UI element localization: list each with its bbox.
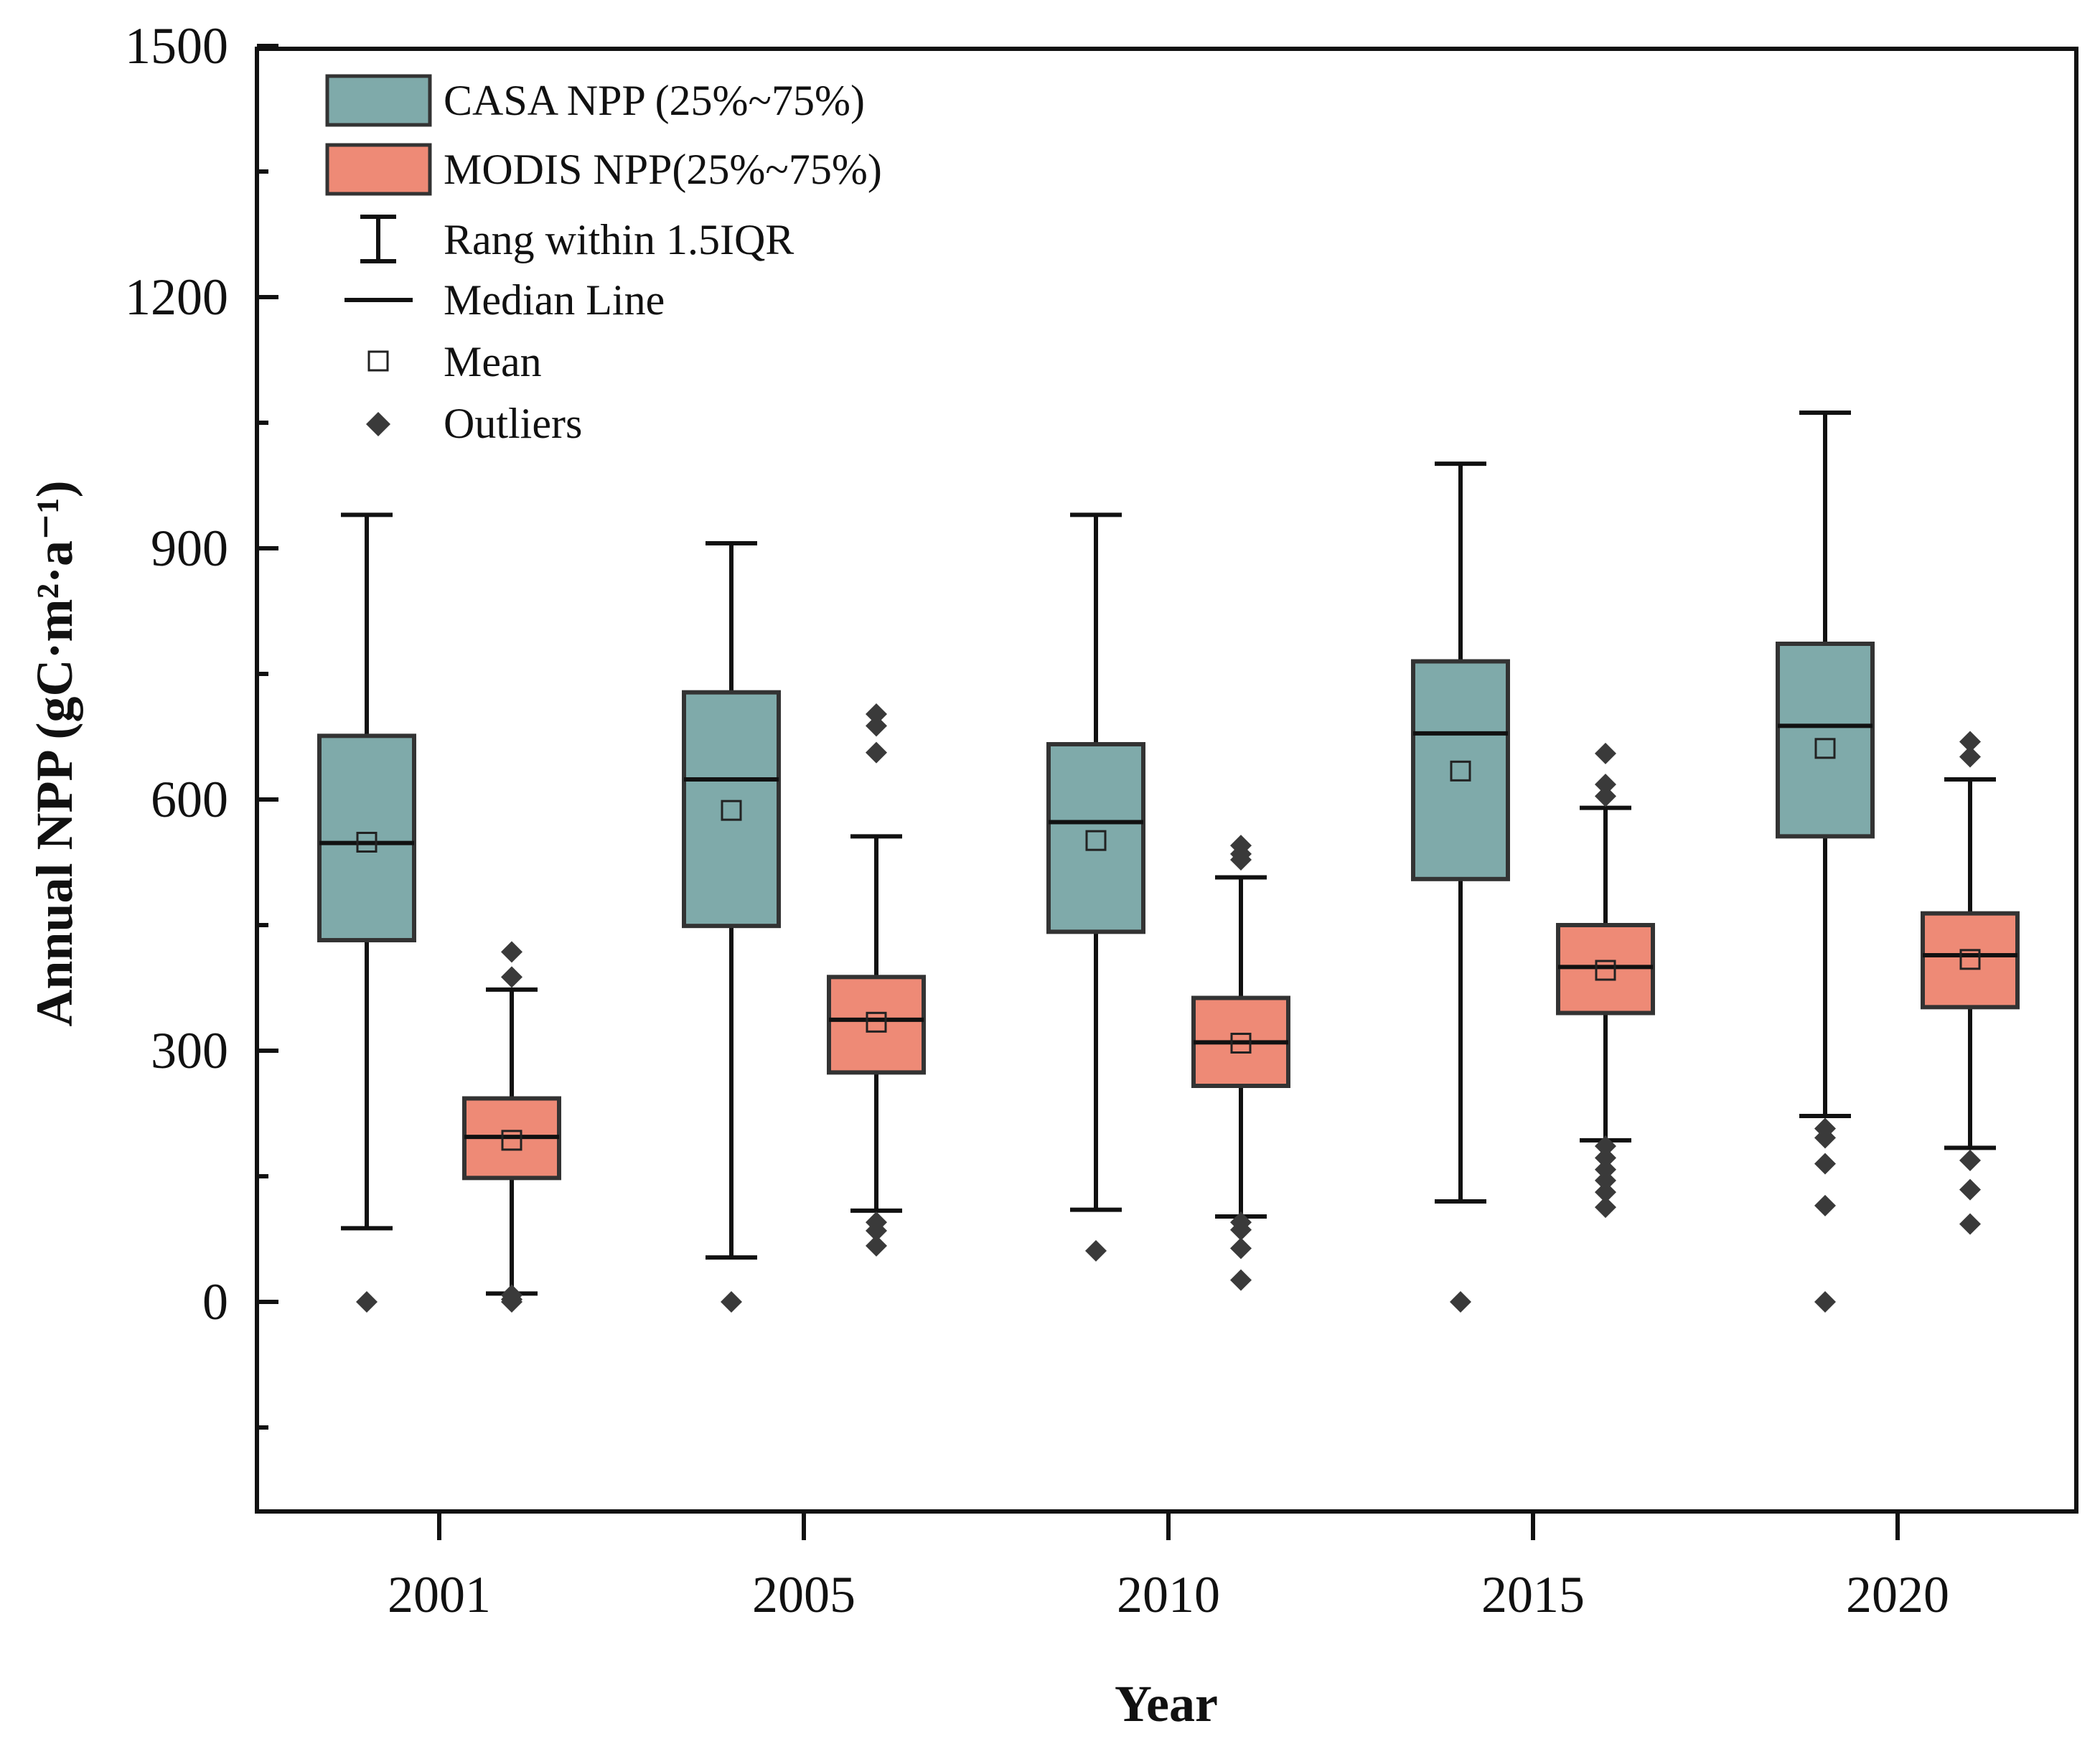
- y-tick-label-300: 300: [151, 1022, 228, 1079]
- y-axis-title-unit: (gC·m²·a⁻¹): [26, 480, 83, 739]
- casa-outlier-2015-0: [1450, 1291, 1471, 1313]
- modis-outlier-2001-0: [501, 941, 522, 963]
- y-axis-title: Annual NPP (gC·m²·a⁻¹): [26, 480, 83, 1026]
- casa-mean-2020: [1814, 738, 1836, 759]
- modis-outlier-2015-4: [1595, 1147, 1616, 1169]
- casa-box-2001: [317, 733, 416, 943]
- y-axis-title-main: Annual NPP: [26, 751, 83, 1027]
- casa-outlier-2020-1: [1814, 1127, 1836, 1149]
- legend-range-symbol: [360, 215, 396, 263]
- modis-mean-2001: [501, 1130, 522, 1151]
- legend-median-label: Median Line: [444, 276, 665, 324]
- modis-outlier-2020-2: [1959, 1149, 1981, 1171]
- modis-outlier-2020-4: [1959, 1213, 1981, 1235]
- modis-outlier-2005-2: [866, 741, 887, 764]
- y-tick-label-1500: 1500: [125, 17, 228, 75]
- modis-outlier-2010-6: [1230, 1269, 1252, 1291]
- modis-outlier-2005-0: [866, 703, 887, 725]
- modis-outlier-2001-1: [501, 966, 522, 988]
- legend-outliers-label: Outliers: [444, 400, 582, 447]
- legend-mean-symbol: [367, 350, 389, 372]
- modis-outlier-2010-4: [1230, 1219, 1252, 1241]
- casa-box-group-2001: [317, 512, 416, 1313]
- modis-outlier-2020-3: [1959, 1178, 1981, 1201]
- modis-outlier-2001-4: [501, 1291, 522, 1313]
- casa-box-group-2020: [1776, 411, 1875, 1313]
- modis-box-group-2005: [827, 703, 926, 1257]
- legend-outlier-symbol: [366, 412, 390, 436]
- legend-modis-swatch: [325, 143, 432, 196]
- modis-box-2020: [1921, 911, 2020, 1010]
- y-tick-label-600: 600: [151, 771, 228, 828]
- casa-mean-2001: [356, 832, 378, 853]
- modis-outlier-2015-5: [1595, 1158, 1616, 1181]
- chart-marks: [317, 411, 2020, 1313]
- modis-outlier-2010-5: [1230, 1237, 1252, 1260]
- y-tick-label-1200: 1200: [125, 268, 228, 326]
- x-tick-label-2015: 2015: [1481, 1566, 1585, 1623]
- modis-outlier-2005-5: [866, 1234, 887, 1257]
- y-tick-label-900: 900: [151, 520, 228, 577]
- modis-box-group-2015: [1556, 742, 1655, 1219]
- modis-outlier-2015-7: [1595, 1181, 1616, 1204]
- legend: CASA NPP (25%~75%) MODIS NPP(25%~75%) Ra…: [325, 74, 882, 447]
- modis-outlier-2020-1: [1959, 746, 1981, 768]
- axes: 0 300 600 900 1200 1500 2001 2005 2010 2015 2020: [125, 17, 1949, 1623]
- legend-range-label: Rang within 1.5IQR: [444, 216, 794, 263]
- modis-box-2005: [827, 975, 926, 1075]
- casa-outlier-2020-4: [1814, 1291, 1836, 1313]
- x-axis-title: Year: [1115, 1675, 1218, 1732]
- x-tick-label-2001: 2001: [388, 1566, 491, 1623]
- casa-mean-2015: [1450, 760, 1471, 782]
- casa-box-2010: [1046, 742, 1145, 934]
- y-tick-label-0: 0: [202, 1273, 228, 1331]
- legend-modis-label: MODIS NPP(25%~75%): [444, 146, 882, 193]
- casa-box-group-2015: [1411, 461, 1510, 1313]
- casa-outlier-2001-0: [356, 1291, 378, 1313]
- modis-mean-2010: [1230, 1033, 1252, 1054]
- modis-mean-2015: [1595, 960, 1616, 981]
- modis-outlier-2010-2: [1230, 849, 1252, 871]
- casa-mean-2010: [1085, 830, 1107, 851]
- x-tick-label-2005: 2005: [752, 1566, 856, 1623]
- casa-outlier-2020-2: [1814, 1153, 1836, 1175]
- casa-outlier-2005-0: [721, 1291, 742, 1313]
- modis-outlier-2015-3: [1595, 1135, 1616, 1157]
- modis-box-group-2001: [462, 941, 561, 1313]
- casa-box-group-2010: [1046, 512, 1145, 1262]
- modis-box-group-2010: [1191, 835, 1290, 1291]
- modis-outlier-2020-0: [1959, 731, 1981, 753]
- x-tick-label-2020: 2020: [1846, 1566, 1949, 1623]
- modis-mean-2005: [866, 1011, 887, 1033]
- legend-mean-label: Mean: [444, 338, 542, 385]
- modis-outlier-2015-8: [1595, 1196, 1616, 1219]
- modis-outlier-2015-6: [1595, 1169, 1616, 1191]
- casa-box-2005: [682, 690, 781, 929]
- modis-outlier-2005-4: [866, 1219, 887, 1242]
- casa-outlier-2020-3: [1814, 1194, 1836, 1216]
- casa-mean-2005: [721, 800, 742, 821]
- modis-outlier-2015-2: [1595, 785, 1616, 807]
- legend-casa-label: CASA NPP (25%~75%): [444, 77, 865, 124]
- modis-box-group-2020: [1921, 731, 2020, 1235]
- modis-outlier-2005-1: [866, 715, 887, 737]
- casa-outlier-2010-0: [1085, 1239, 1107, 1262]
- x-tick-label-2010: 2010: [1117, 1566, 1220, 1623]
- casa-box-2015: [1411, 659, 1510, 881]
- legend-casa-swatch: [325, 74, 432, 127]
- casa-box-group-2005: [682, 541, 781, 1313]
- modis-outlier-2015-0: [1595, 742, 1616, 764]
- modis-outlier-2015-1: [1595, 774, 1616, 795]
- modis-mean-2020: [1959, 949, 1981, 970]
